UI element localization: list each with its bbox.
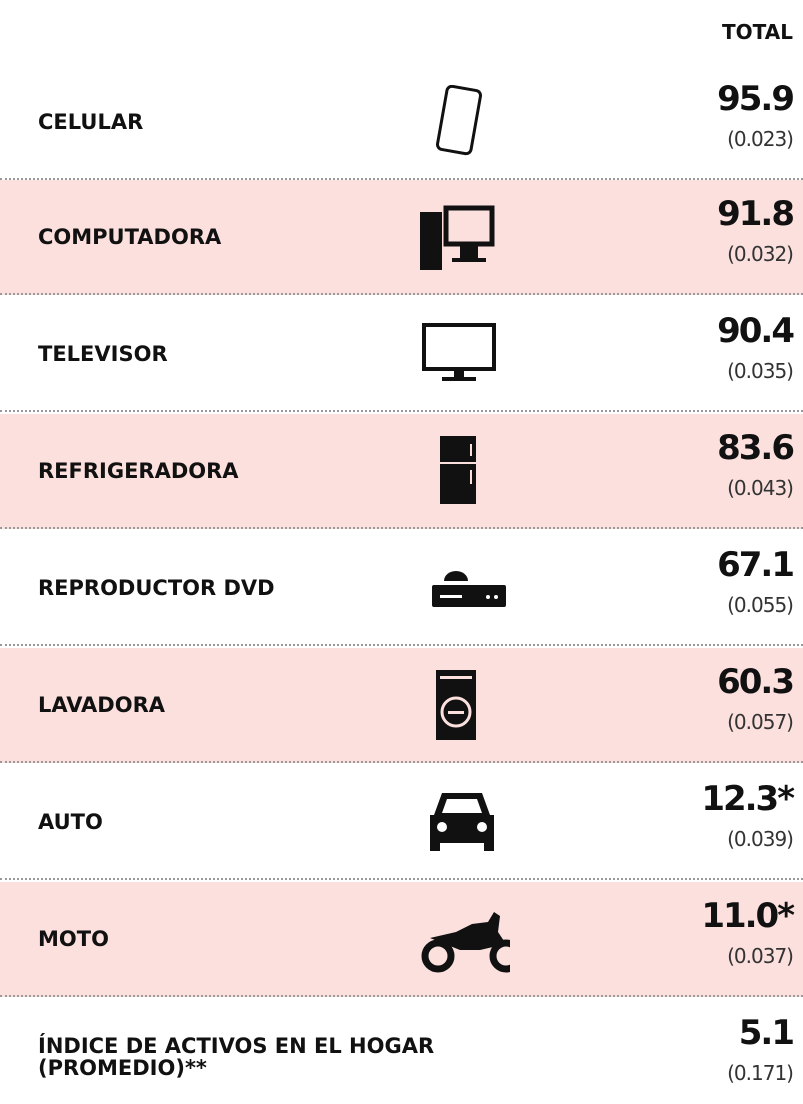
- dvd-icon: [432, 571, 506, 607]
- car-icon: [430, 793, 494, 851]
- std-error: (0.171): [727, 1061, 794, 1085]
- row: COMPUTADORA 91.8 (0.032): [0, 180, 803, 295]
- moto-icon: [421, 912, 510, 973]
- row: REPRODUCTOR DVD 67.1 (0.055): [0, 531, 803, 646]
- value: 11.0*: [701, 896, 795, 936]
- row-label: CELULAR: [38, 109, 144, 134]
- row-label: REPRODUCTOR DVD: [38, 575, 275, 600]
- value: 91.8: [717, 194, 795, 234]
- row: LAVADORA 60.3 (0.057): [0, 648, 803, 763]
- row-label: COMPUTADORA: [38, 224, 222, 249]
- value: 12.3*: [701, 779, 795, 819]
- row: TELEVISOR 90.4 (0.035): [0, 297, 803, 412]
- row-label: TELEVISOR: [38, 341, 168, 366]
- value: 90.4: [717, 311, 795, 351]
- computer-icon: [420, 205, 495, 270]
- row: ÍNDICE DE ACTIVOS EN EL HOGAR (PROMEDIO)…: [0, 999, 803, 1104]
- row-label: AUTO: [38, 809, 103, 834]
- std-error: (0.037): [727, 944, 794, 968]
- row: AUTO 12.3* (0.039): [0, 765, 803, 880]
- row: MOTO 11.0* (0.037): [0, 882, 803, 997]
- value: 83.6: [717, 428, 795, 468]
- std-error: (0.043): [727, 476, 794, 500]
- value: 95.9: [717, 79, 795, 119]
- value: 67.1: [717, 545, 795, 585]
- std-error: (0.039): [727, 827, 794, 851]
- std-error: (0.035): [727, 359, 794, 383]
- phone-icon: [435, 85, 483, 156]
- row-label: LAVADORA: [38, 692, 165, 717]
- row: CELULAR 95.9 (0.023): [0, 65, 803, 180]
- std-error: (0.023): [727, 127, 794, 151]
- std-error: (0.055): [727, 593, 794, 617]
- value: 5.1: [738, 1013, 795, 1053]
- row-label: ÍNDICE DE ACTIVOS EN EL HOGAR (PROMEDIO)…: [38, 1033, 435, 1080]
- tv-icon: [422, 323, 496, 381]
- row: REFRIGERADORA 83.6 (0.043): [0, 414, 803, 529]
- washer-icon: [436, 670, 476, 740]
- std-error: (0.032): [727, 242, 794, 266]
- fridge-icon: [440, 436, 476, 504]
- total-header: TOTAL: [722, 20, 793, 44]
- value: 60.3: [717, 662, 795, 702]
- row-label: MOTO: [38, 926, 109, 951]
- row-label: REFRIGERADORA: [38, 458, 239, 483]
- std-error: (0.057): [727, 710, 794, 734]
